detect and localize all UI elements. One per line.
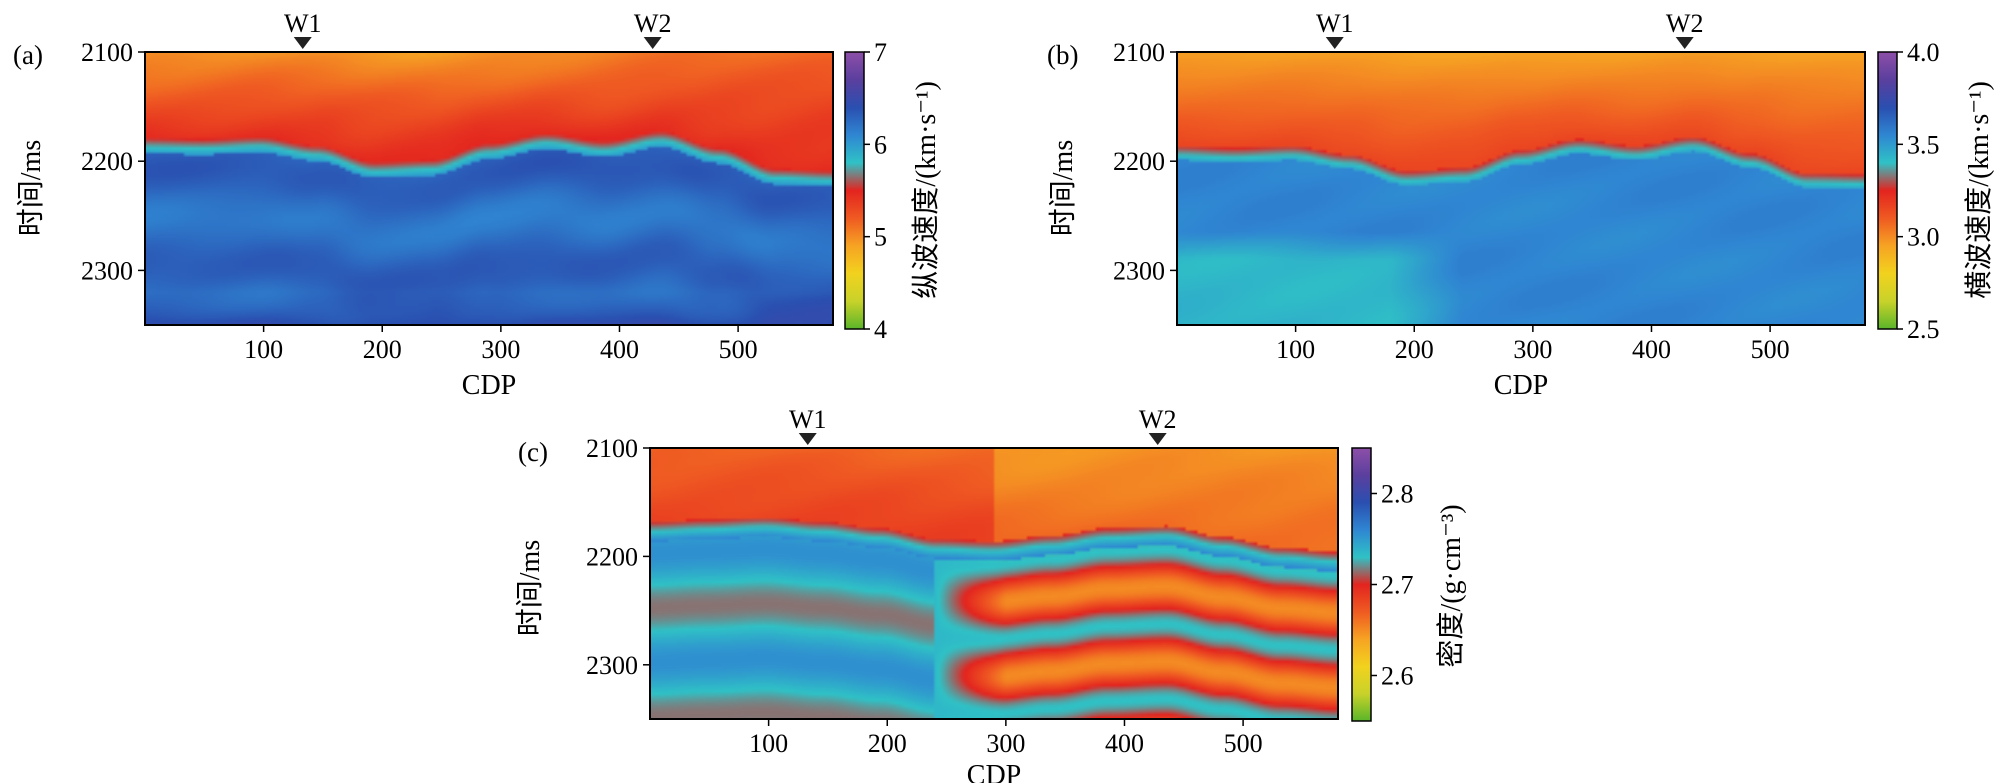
colorbar-tick-label: 3.0 [1907,223,1940,252]
x-tick-label: 400 [1632,335,1671,364]
panel-a-colorbar-label: 纵波速度/(km·s⁻¹) [910,81,942,299]
panel-c-colorbar [1351,447,1372,722]
panel-b-colorbar-label: 横波速度/(km·s⁻¹) [1963,81,1995,299]
panel-a: (a) 100 200 300 400 500 2100 2200 2300 W1 W2 CD… [13,9,942,401]
well-marker [1325,37,1344,49]
panel-b: (b) 100 200 300 400 500 2100 2200 2300 W1 W2 CD… [1047,9,1995,401]
panel-a-wells: W1 W2 [284,9,671,49]
y-tick-label: 2300 [81,256,133,285]
x-tick-label: 200 [868,729,907,758]
colorbar-tick-label: 2.8 [1381,480,1414,509]
well-label: W1 [789,405,827,434]
panel-b-frame [1176,51,1866,326]
well-label: W1 [1316,9,1354,38]
x-tick-label: 500 [1224,729,1263,758]
well-marker [643,37,662,49]
y-tick-label: 2100 [1113,38,1165,67]
panel-a-label: (a) [13,40,43,70]
y-tick-label: 2200 [1113,147,1165,176]
panel-b-y-ticks: 2100 2200 2300 [1113,38,1177,285]
panel-a-frame [144,51,834,326]
x-tick-label: 300 [481,335,520,364]
panel-c-colorbar-label: 密度/(g·cm⁻³) [1435,504,1467,667]
well-marker [1675,37,1694,49]
y-tick-label: 2300 [1113,256,1165,285]
well-marker [293,37,312,49]
well-label: W2 [1666,9,1704,38]
well-marker [1148,433,1167,445]
panel-c-x-label: CDP [967,760,1021,783]
x-tick-label: 100 [244,335,283,364]
panel-c-x-ticks: 100 200 300 400 500 [749,719,1263,758]
panel-c-wells: W1 W2 [789,405,1176,445]
well-label: W1 [284,9,322,38]
colorbar-tick-label: 6 [874,130,887,159]
panel-b-colorbar-ticks: 4.0 3.5 3.0 2.5 [1897,38,1940,344]
panel-a-heatmap [145,52,833,325]
panel-c-label: (c) [518,437,548,467]
panel-a-y-ticks: 2100 2200 2300 [81,38,145,285]
panel-c-colorbar-ticks: 2.8 2.7 2.6 [1371,480,1414,691]
x-tick-label: 100 [749,729,788,758]
colorbar-tick-label: 5 [874,223,887,252]
colorbar-tick-label: 4.0 [1907,38,1940,67]
panel-b-colorbar [1877,51,1898,330]
panel-c-y-label: 时间/ms [514,540,546,636]
panel-b-wells: W1 W2 [1316,9,1703,49]
colorbar-tick-label: 2.5 [1907,315,1940,344]
panel-a-x-ticks: 100 200 300 400 500 [244,325,758,364]
panel-a-x-label: CDP [462,370,516,401]
y-tick-label: 2200 [586,542,638,571]
x-tick-label: 400 [600,335,639,364]
x-tick-label: 300 [986,729,1025,758]
x-tick-label: 300 [1513,335,1552,364]
y-tick-label: 2100 [81,38,133,67]
x-tick-label: 200 [363,335,402,364]
x-tick-label: 500 [719,335,758,364]
x-tick-label: 500 [1751,335,1790,364]
x-tick-label: 100 [1276,335,1315,364]
colorbar-tick-label: 4 [874,315,887,344]
well-label: W2 [1139,405,1177,434]
y-tick-label: 2300 [586,651,638,680]
panel-b-x-ticks: 100 200 300 400 500 [1276,325,1790,364]
panel-b-label: (b) [1047,40,1078,70]
x-tick-label: 200 [1395,335,1434,364]
y-tick-label: 2100 [586,434,638,463]
panel-a-colorbar [844,51,865,330]
panel-c-y-ticks: 2100 2200 2300 [586,434,650,680]
colorbar-tick-label: 2.6 [1381,662,1414,691]
x-tick-label: 400 [1105,729,1144,758]
colorbar-tick-label: 2.7 [1381,571,1414,600]
panel-b-x-label: CDP [1494,370,1548,401]
y-tick-label: 2200 [81,147,133,176]
well-label: W2 [634,9,672,38]
panel-a-y-label: 时间/ms [15,140,47,236]
panel-c-heatmap [650,448,1338,719]
well-marker [798,433,817,445]
colorbar-tick-label: 3.5 [1907,130,1940,159]
colorbar-tick-label: 7 [874,38,887,67]
panel-c: (c) 100 200 300 400 500 2100 2200 2300 W1 W2 CD… [514,405,1467,783]
panel-a-colorbar-ticks: 7 6 5 4 [864,38,887,344]
panel-b-heatmap [1177,52,1865,325]
panel-b-y-label: 时间/ms [1047,140,1079,236]
panel-c-frame [649,447,1339,720]
